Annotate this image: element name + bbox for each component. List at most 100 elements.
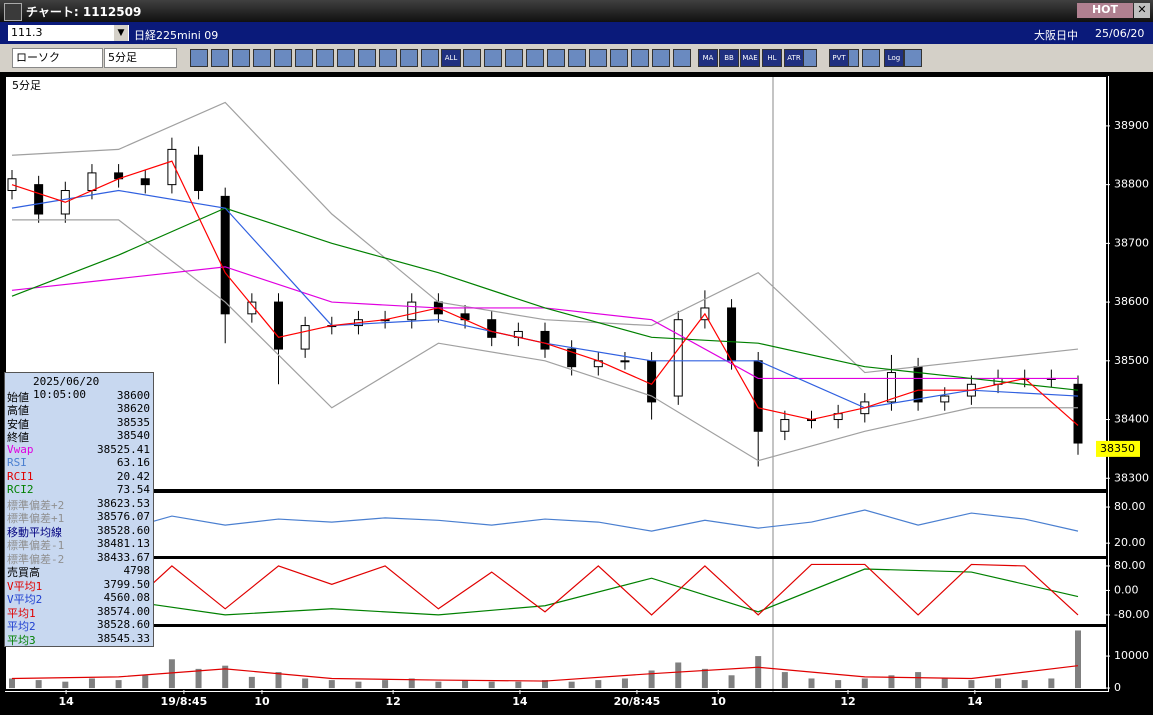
candle-body xyxy=(274,301,283,350)
code-dropdown[interactable]: ▼ xyxy=(114,25,128,41)
tool-icon[interactable] xyxy=(484,49,502,67)
x-tick-label: 14 xyxy=(967,695,983,708)
volume-bar xyxy=(355,681,362,689)
x-tick-label: 10 xyxy=(254,695,270,708)
tool-button[interactable]: MA xyxy=(698,49,718,67)
code-input[interactable]: 111.3 xyxy=(8,25,129,41)
info-label: 移動平均線 xyxy=(7,525,62,539)
info-label: 標準偏差-1 xyxy=(7,539,65,552)
tool-button[interactable]: BB xyxy=(719,49,739,67)
volume-bar xyxy=(781,672,788,689)
tool-icon[interactable] xyxy=(379,49,397,67)
tool-icon[interactable] xyxy=(274,49,292,67)
tool-button[interactable]: HL xyxy=(762,49,782,67)
candle-body xyxy=(567,348,577,368)
tool-button[interactable]: Log xyxy=(884,49,904,67)
volume-bar xyxy=(941,678,948,689)
info-panel: 2025/06/20 10:05:00 始値 38600 高値 38620 安値 38535… xyxy=(4,372,154,647)
session: 大阪日中 xyxy=(1034,29,1078,42)
info-label: 標準偏差+1 xyxy=(7,512,65,525)
tool-icon[interactable] xyxy=(190,49,208,67)
volume-bar xyxy=(168,659,175,689)
info-label: 標準偏差-2 xyxy=(7,552,65,566)
indicator-line xyxy=(11,101,1079,374)
info-value: 38576.07 xyxy=(97,510,150,523)
tool-icon[interactable] xyxy=(295,49,313,67)
x-tick-label: 19/8:45 xyxy=(161,695,208,708)
hot-button[interactable]: HOT xyxy=(1077,3,1133,18)
tool-icon[interactable] xyxy=(358,49,376,67)
tool-icon[interactable] xyxy=(211,49,229,67)
tool-icon[interactable] xyxy=(400,49,418,67)
candle-body xyxy=(247,301,257,315)
tool-button[interactable]: ATR xyxy=(784,49,804,67)
tool-icon[interactable] xyxy=(568,49,586,67)
interval-select[interactable]: 5分足 xyxy=(104,48,177,68)
tool-icon[interactable] xyxy=(610,49,628,67)
tool-icon[interactable] xyxy=(421,49,439,67)
tool-icon[interactable] xyxy=(526,49,544,67)
tool-icon[interactable] xyxy=(232,49,250,67)
tool-icon[interactable] xyxy=(904,49,922,67)
chart-area: 38300 38400 38500 38600 38700 38800 38900 5分足 38… xyxy=(4,75,1149,708)
volume-bar xyxy=(1021,680,1028,689)
x-tick-label: 14 xyxy=(58,695,74,708)
candle-body xyxy=(886,372,896,403)
y-tick-label: 38500 xyxy=(1114,354,1149,367)
tool-icon[interactable] xyxy=(337,49,355,67)
info-label: 始値 xyxy=(7,390,29,404)
y-tick-label: 38400 xyxy=(1114,413,1149,426)
tool-icon[interactable] xyxy=(589,49,607,67)
info-value: 38535 xyxy=(116,415,150,429)
volume-bar xyxy=(808,678,815,689)
tool-icon[interactable] xyxy=(463,49,481,67)
info-label: RCI2 xyxy=(7,483,34,496)
indicator-line xyxy=(12,219,1078,462)
candle-body xyxy=(1073,383,1083,444)
tool-icon[interactable] xyxy=(253,49,271,67)
tool-icon[interactable] xyxy=(505,49,523,67)
chart-kind-select[interactable]: ローソク xyxy=(12,48,103,68)
volume-bar xyxy=(1048,678,1055,689)
tool-button[interactable]: MAE xyxy=(740,49,760,67)
tool-icon[interactable] xyxy=(652,49,670,67)
tool-icon[interactable] xyxy=(862,49,880,67)
info-label: 平均2 xyxy=(7,620,36,633)
candle-body xyxy=(167,148,177,186)
indicator-line xyxy=(11,563,1079,616)
close-button[interactable]: ✕ xyxy=(1134,3,1150,18)
info-label: 平均3 xyxy=(7,633,36,647)
tool-icon[interactable] xyxy=(316,49,334,67)
volume-bar xyxy=(382,680,389,689)
tool-icon[interactable] xyxy=(547,49,565,67)
info-label: 安値 xyxy=(7,417,29,431)
tool-button[interactable]: PVT xyxy=(829,49,849,67)
info-value: 38623.53 xyxy=(97,496,150,510)
volume-bar xyxy=(648,670,655,689)
info-label: V平均2 xyxy=(7,593,43,606)
info-value: 63.16 xyxy=(116,456,150,469)
tool-icon[interactable] xyxy=(673,49,691,67)
tool-button[interactable]: ALL xyxy=(441,49,461,67)
info-value: 38540 xyxy=(116,429,150,442)
header-bar: 111.3 ▼ 日経225mini 09 大阪日中 25/06/20 xyxy=(0,22,1153,44)
info-value: 38620 xyxy=(116,402,150,415)
last-price: 38350 xyxy=(1100,442,1135,455)
last-price-bg xyxy=(1096,440,1140,457)
candle-body xyxy=(753,360,763,432)
volume-bar xyxy=(968,680,975,689)
y-tick-label: 38300 xyxy=(1114,471,1149,484)
info-label: V平均1 xyxy=(7,579,43,593)
candle-body xyxy=(300,325,310,350)
volume-bar xyxy=(35,680,42,689)
info-label: 2025/06/20 10:05:00 xyxy=(33,375,100,401)
info-value: 38525.41 xyxy=(97,442,150,456)
volume-bar xyxy=(755,656,762,689)
x-tick-label: 10 xyxy=(711,695,727,708)
info-label: 高値 xyxy=(7,404,29,417)
volume-bar xyxy=(701,668,708,689)
info-label: 売買高 xyxy=(7,566,40,579)
tool-icon[interactable] xyxy=(631,49,649,67)
volume-bar xyxy=(621,678,628,689)
y-tick-label: 38800 xyxy=(1114,178,1149,191)
